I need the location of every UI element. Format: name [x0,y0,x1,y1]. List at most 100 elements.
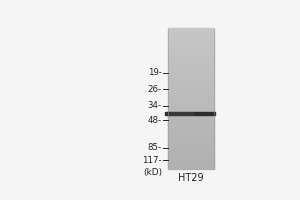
Bar [168,59,214,60]
Bar [168,61,214,62]
Bar [168,93,214,94]
Bar [168,56,214,57]
Bar [168,94,214,95]
Bar [168,96,214,97]
Bar [168,62,214,63]
Bar [168,95,214,96]
Bar [168,68,214,69]
Bar [168,90,214,91]
Bar [168,75,214,76]
Bar [168,135,214,136]
Bar [168,122,214,123]
Bar [168,155,214,156]
Bar [168,119,214,120]
Bar [168,130,214,131]
Bar [168,139,214,140]
Bar [168,47,214,48]
Bar [168,168,214,169]
Text: (kD): (kD) [143,168,162,177]
Bar [168,66,214,67]
Bar [168,143,214,144]
Bar [168,129,214,130]
Bar [168,166,214,167]
Bar [168,164,214,165]
Bar [170,112,193,115]
Bar [168,73,214,74]
Bar [168,88,214,89]
Bar [168,98,214,99]
Bar [168,45,214,46]
Bar [168,121,214,122]
Bar [168,125,214,126]
Text: 34-: 34- [148,101,162,110]
Bar [168,82,214,83]
Text: HT29: HT29 [178,173,204,183]
Bar [168,49,214,50]
Bar [168,53,214,54]
Bar [168,34,214,35]
Bar [168,143,214,144]
Bar [168,65,214,66]
Bar [168,165,214,166]
Bar [168,145,214,146]
Bar [168,116,214,117]
Bar [168,147,214,148]
Bar [168,82,214,83]
Bar [168,91,214,92]
Bar [168,164,214,165]
Bar [168,110,214,111]
Bar [168,109,214,110]
Bar [168,89,214,90]
Bar [168,68,214,69]
Bar [168,60,214,61]
Bar [168,137,214,138]
Bar [168,103,214,104]
Bar [168,142,214,143]
Bar [168,124,214,125]
Bar [168,162,214,163]
Bar [168,163,214,164]
Bar [168,72,214,73]
Text: 19-: 19- [148,68,162,77]
Bar [168,43,214,44]
Bar [168,47,214,48]
Bar [168,57,214,58]
Bar [168,158,214,159]
Bar [168,78,214,79]
Bar [168,101,214,102]
Bar [168,159,214,160]
Bar [168,156,214,157]
Bar [168,150,214,151]
Bar [168,75,214,76]
Bar [168,148,214,149]
Bar [168,157,214,158]
Bar [165,112,215,115]
Bar [168,151,214,152]
Bar [168,103,214,104]
Bar [168,110,214,111]
Bar [168,40,214,41]
Bar [168,117,214,118]
Bar [168,129,214,130]
Bar [168,71,214,72]
Bar [168,77,214,78]
Bar [168,146,214,147]
Bar [168,92,214,93]
Text: 85-: 85- [148,143,162,152]
Bar [168,67,214,68]
Bar [168,141,214,142]
Bar [168,131,214,132]
Bar [168,32,214,33]
Bar [168,84,214,85]
Bar [168,30,214,31]
Bar [168,28,214,29]
Bar [168,138,214,139]
Bar [168,42,214,43]
Bar [168,76,214,77]
Bar [168,33,214,34]
Bar [168,150,214,151]
Bar [168,128,214,129]
Bar [168,104,214,105]
Bar [168,38,214,39]
Bar [168,113,214,114]
